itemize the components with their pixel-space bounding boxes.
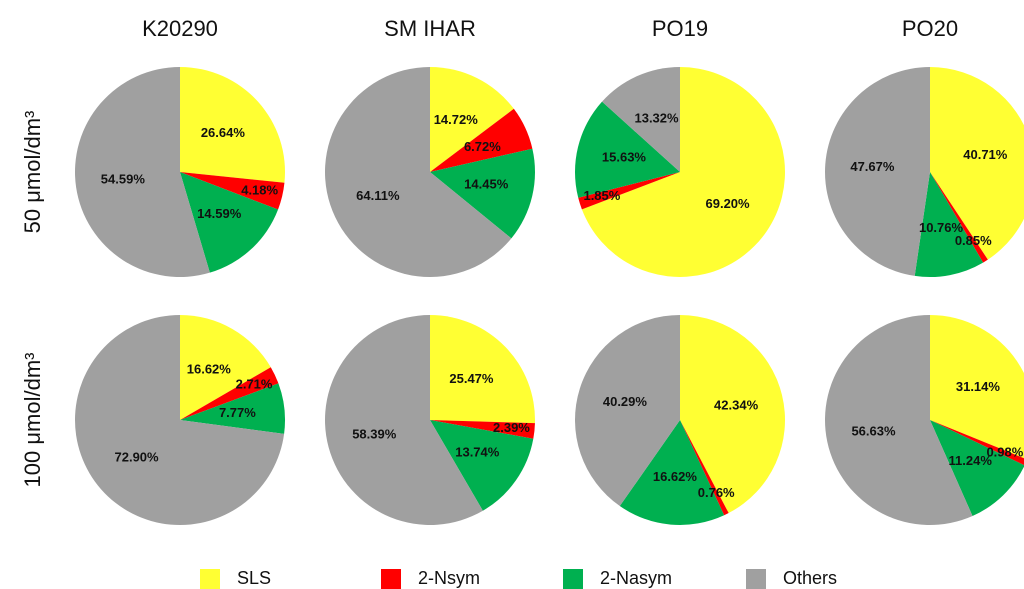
data-label: 31.14%	[956, 379, 1001, 394]
column-title: SM IHAR	[384, 16, 476, 41]
data-label: 0.85%	[955, 233, 992, 248]
data-label: 58.39%	[352, 426, 397, 441]
pie-slice	[602, 67, 680, 172]
data-label: 0.98%	[986, 445, 1023, 460]
legend-label: SLS	[237, 568, 271, 588]
data-label: 2.39%	[493, 420, 530, 435]
data-label: 6.72%	[464, 139, 501, 154]
pie-slice	[180, 315, 271, 420]
pie-slice	[930, 67, 1024, 260]
data-label: 14.45%	[464, 177, 509, 192]
pie-slice	[180, 172, 279, 273]
data-label: 16.62%	[653, 469, 698, 484]
legend-swatch	[381, 569, 401, 589]
data-label: 26.64%	[201, 125, 246, 140]
pie-slice	[430, 420, 534, 511]
pie-slice	[680, 420, 729, 516]
data-label: 64.11%	[356, 188, 400, 203]
legend-label: 2-Nasym	[600, 568, 672, 588]
pie-slice	[914, 172, 984, 277]
data-label: 10.76%	[919, 220, 964, 235]
row-label: 100 μmol/dm³	[20, 353, 45, 488]
data-label: 1.85%	[583, 188, 620, 203]
pie-slice	[430, 108, 533, 172]
data-label: 69.20%	[706, 196, 751, 211]
legend-swatch	[746, 569, 766, 589]
data-label: 56.63%	[851, 423, 896, 438]
data-label: 14.59%	[197, 206, 242, 221]
pie-slice	[180, 383, 285, 434]
pie-slice	[825, 67, 930, 276]
pie-slice	[581, 67, 785, 277]
pie-slice	[930, 172, 988, 263]
data-label: 7.77%	[219, 405, 256, 420]
pie-slice	[430, 315, 535, 424]
pie-slice	[680, 314, 786, 514]
column-title: PO19	[652, 16, 708, 41]
pie-slice	[430, 148, 535, 239]
legend-swatch	[200, 569, 220, 589]
data-label: 2.71%	[236, 376, 273, 391]
pie-slice	[75, 67, 210, 277]
pie-slice	[575, 315, 680, 507]
pie-slice	[325, 315, 483, 525]
data-label: 0.76%	[698, 485, 735, 500]
data-label: 54.59%	[101, 172, 146, 187]
data-label: 14.72%	[434, 112, 479, 127]
pie-slice	[930, 420, 1024, 466]
pie-slice	[430, 67, 514, 172]
data-label: 11.24%	[949, 453, 993, 468]
pie-slice	[578, 172, 680, 210]
pie-slice	[180, 67, 286, 183]
data-label: 72.90%	[115, 449, 160, 464]
legend-label: Others	[783, 568, 837, 588]
data-label: 4.18%	[241, 182, 278, 197]
pie-slice	[575, 101, 680, 198]
data-label: 13.32%	[634, 111, 679, 126]
pie-slice	[930, 420, 1024, 517]
data-label: 40.29%	[603, 394, 648, 409]
column-title: K20290	[142, 16, 218, 41]
data-label: 15.63%	[602, 150, 647, 165]
pie-slice	[180, 172, 285, 210]
data-label: 42.34%	[714, 398, 759, 413]
data-label: 47.67%	[850, 159, 895, 174]
legend-swatch	[563, 569, 583, 589]
pie-slice	[430, 420, 535, 439]
pie-slice	[325, 67, 512, 278]
pie-slice	[75, 315, 285, 526]
data-label: 40.71%	[963, 147, 1008, 162]
pie-slice	[825, 315, 973, 525]
row-label: 50 μmol/dm³	[20, 111, 45, 234]
data-label: 13.74%	[455, 445, 500, 460]
data-label: 16.62%	[187, 361, 232, 376]
pie-slice	[619, 420, 725, 525]
legend-label: 2-Nsym	[418, 568, 480, 588]
data-label: 25.47%	[449, 371, 494, 386]
column-title: PO20	[902, 16, 958, 41]
pie-slice	[930, 315, 1024, 459]
pie-slice	[180, 367, 279, 420]
